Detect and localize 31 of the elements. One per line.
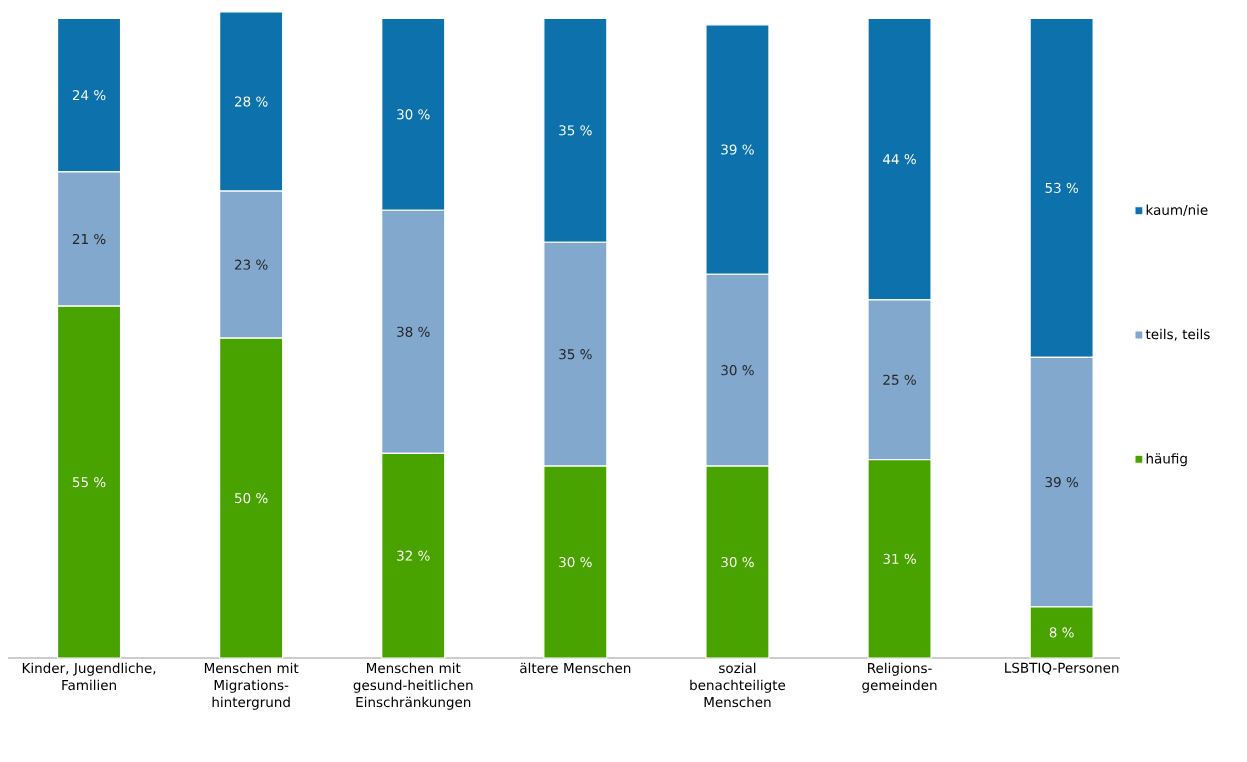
data-label: 38 % [397, 326, 430, 337]
x-tick-label: Religions-gemeinden [862, 662, 937, 693]
data-label: 35 % [559, 349, 592, 360]
data-label: 31 % [883, 553, 916, 564]
data-label: 30 % [721, 556, 754, 568]
data-label: 55 % [72, 477, 106, 488]
x-tick-label: sozial benachteiligte Menschen [690, 662, 786, 708]
data-label: 23 % [234, 259, 268, 270]
data-label: 53 % [1045, 182, 1079, 193]
data-label: 30 % [559, 556, 592, 568]
data-label: 39 % [721, 144, 754, 155]
data-label: 30 % [721, 365, 754, 376]
data-label: 32 % [397, 550, 430, 561]
x-tick-label: ältere Menschen [520, 662, 631, 674]
data-label: 50 % [235, 492, 268, 504]
data-label: 24 % [72, 90, 106, 101]
x-tick-label: LSBTIQ-Personen [1005, 662, 1119, 675]
x-tick-label: Menschen mit gesund-heitlichen Einschränkungen [353, 662, 473, 710]
data-label: 30 % [397, 109, 430, 120]
data-label: 21 % [72, 233, 106, 245]
data-label: 8 % [1049, 627, 1074, 638]
x-tick-label: Menschen mit Migrations-hintergrund [204, 662, 299, 710]
data-label: 39 % [1045, 477, 1079, 488]
x-tick-label: Kinder, Jugendliche, Familien [22, 662, 156, 691]
data-label: 35 % [559, 125, 592, 136]
data-label: 44 % [883, 154, 916, 165]
data-label: 28 % [234, 96, 268, 107]
data-label: 25 % [883, 374, 916, 385]
legend-label: teils, teils [1145, 328, 1210, 341]
legend-label: häufig [1146, 453, 1187, 467]
legend-label: kaum/nie [1146, 204, 1208, 217]
